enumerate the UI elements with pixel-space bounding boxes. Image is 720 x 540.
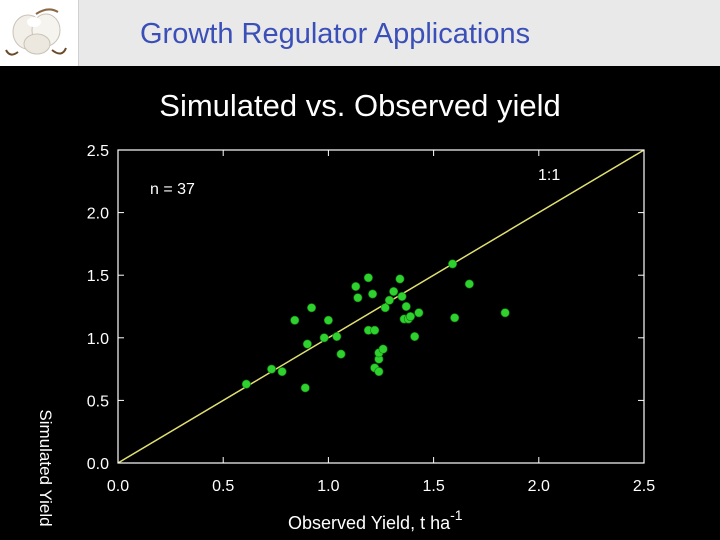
data-point — [307, 303, 317, 313]
y-tick-label: 2.5 — [87, 143, 109, 160]
data-point — [370, 325, 380, 335]
data-point — [401, 301, 411, 311]
data-point — [363, 273, 373, 283]
data-point — [368, 289, 378, 299]
cotton-boll-icon — [5, 8, 67, 56]
logo-area — [0, 0, 79, 66]
data-point — [395, 274, 405, 284]
data-point — [319, 333, 329, 343]
x-tick-label: 1.0 — [317, 478, 339, 495]
x-tick-label: 2.0 — [528, 478, 550, 495]
data-point — [351, 281, 361, 291]
data-point — [414, 308, 424, 318]
data-point — [450, 313, 460, 323]
y-tick-label: 1.0 — [87, 331, 109, 348]
plot-frame — [117, 149, 645, 464]
data-point — [397, 291, 407, 301]
x-tick-label: 0.0 — [107, 478, 129, 495]
y-tick-label: 2.0 — [87, 206, 109, 223]
data-point — [448, 259, 458, 269]
header-title: Growth Regulator Applications — [140, 18, 531, 50]
data-point — [410, 332, 420, 342]
y-axis-label: Simulated Yield — [36, 409, 55, 526]
data-point — [374, 367, 384, 377]
data-point — [378, 344, 388, 354]
data-point — [405, 312, 415, 322]
x-tick-label: 0.5 — [212, 478, 234, 495]
data-point — [384, 295, 394, 305]
data-point — [332, 332, 342, 342]
header-band — [79, 0, 720, 66]
x-tick-label: 1.5 — [422, 478, 444, 495]
y-tick-label: 0.5 — [87, 393, 109, 410]
data-point — [380, 303, 390, 313]
x-axis-label: Observed Yield, t ha-1 — [288, 507, 463, 533]
data-point — [336, 349, 346, 359]
data-point — [300, 383, 310, 393]
data-point — [267, 364, 277, 374]
y-tick-label: 1.5 — [87, 268, 109, 285]
x-tick-label: 2.5 — [633, 478, 655, 495]
data-point — [302, 339, 312, 349]
data-point — [323, 315, 333, 325]
chart-title: Simulated vs. Observed yield — [159, 88, 561, 123]
data-point — [241, 379, 251, 389]
header-bar: Growth Regulator Applications — [0, 0, 720, 66]
data-point — [290, 315, 300, 325]
n-label: n = 37 — [150, 181, 195, 198]
data-point — [277, 367, 287, 377]
y-tick-label: 0.0 — [87, 456, 109, 473]
data-point — [389, 286, 399, 296]
data-point — [500, 308, 510, 318]
line-label: 1:1 — [538, 167, 560, 184]
data-point — [353, 293, 363, 303]
data-point — [464, 279, 474, 289]
